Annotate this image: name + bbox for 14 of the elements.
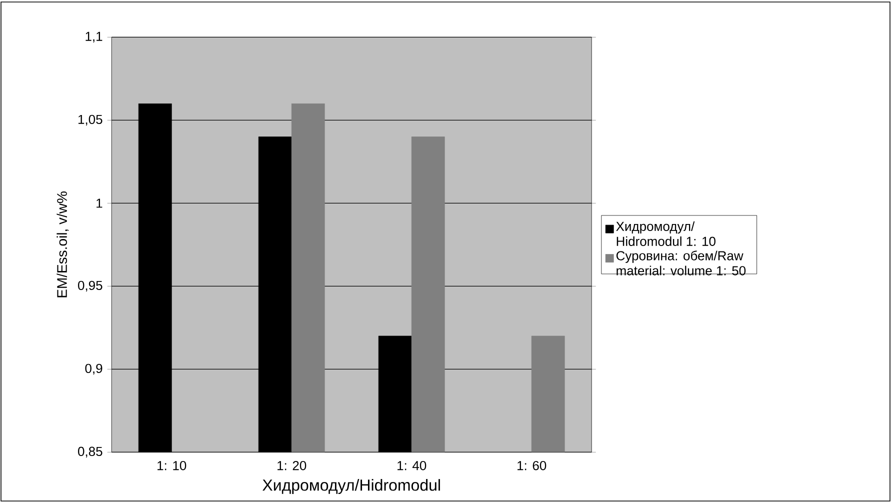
x-tick-label: 1: 60: [518, 460, 546, 470]
legend-label: Суровина: обем/Raw material: volume 1: 50: [616, 250, 746, 276]
y-tick-label: 0,95: [78, 280, 102, 292]
y-tick-label: 1,05: [78, 114, 102, 126]
y-tick-label: 1,1: [86, 32, 102, 42]
y-tick-label: 0,85: [78, 446, 102, 458]
y-tick-label: 0,9: [85, 364, 102, 375]
x-tick-label: 1: 40: [398, 460, 426, 470]
x-tick-label: 1: 20: [278, 460, 306, 470]
x-tick-label: 1: 10: [158, 460, 186, 470]
y-axis-title: EM/Ess.oil, v/w%: [56, 192, 69, 298]
y-tick-label: 1: [96, 198, 102, 208]
legend-label: Хидромодул/ Hidromodul 1: 10: [616, 221, 716, 246]
x-axis-title: Хидромодул/Hidromodul: [262, 479, 440, 494]
